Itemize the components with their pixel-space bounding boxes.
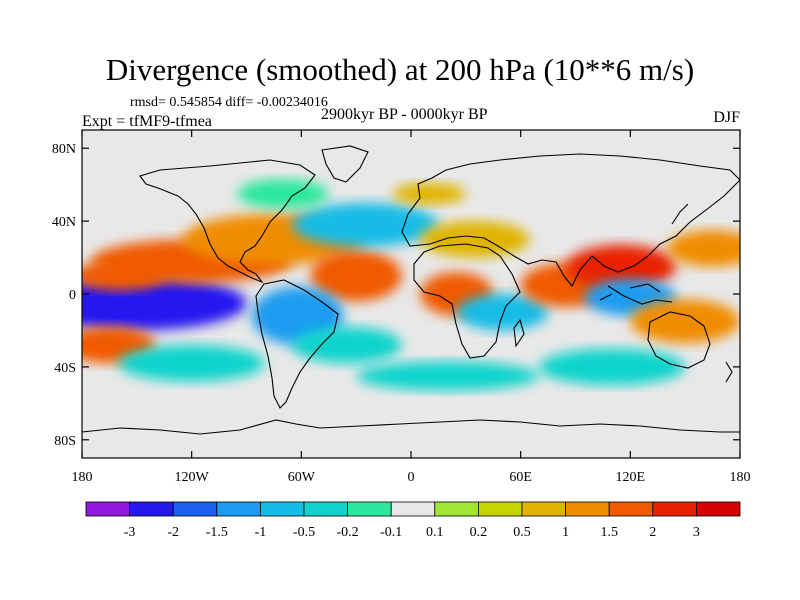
colorbar-swatch-7 xyxy=(390,501,436,517)
coast-eurasia xyxy=(401,153,740,288)
time-period-label: 2900kyr BP - 0000kyr BP xyxy=(321,106,488,123)
lon-label-3: 0 xyxy=(408,470,415,485)
colorbar-swatch-3 xyxy=(216,501,261,517)
divergence-feature-11 xyxy=(456,294,549,331)
divergence-feature-9 xyxy=(292,202,439,247)
colorbar-label-8: 0.2 xyxy=(470,525,488,540)
map-axes: 80N 40N 0 40S 80S 180 120W 60W 0 60E 120E 180 xyxy=(52,130,751,485)
coast-greenland xyxy=(321,145,369,183)
divergence-feature-16 xyxy=(666,230,740,267)
coast-new-zealand xyxy=(725,361,733,383)
lat-label-2: 0 xyxy=(69,288,76,303)
plot-title: Divergence (smoothed) at 200 hPa (10**6 … xyxy=(105,52,695,87)
colorbar-swatch-4 xyxy=(259,501,305,517)
colorbar-swatch-12 xyxy=(608,501,654,517)
lat-label-3: 40S xyxy=(54,361,76,376)
coast-indonesia xyxy=(599,283,673,305)
colorbar-label-3: -1 xyxy=(255,525,267,540)
colorbar-label-10: 1 xyxy=(562,525,569,540)
colorbar-label-12: 2 xyxy=(649,525,656,540)
lat-label-0: 80N xyxy=(52,142,76,157)
season-label: DJF xyxy=(713,109,740,126)
colorbar-swatch-10 xyxy=(521,501,566,517)
divergence-feature-19 xyxy=(538,348,686,386)
colorbar-label-5: -0.2 xyxy=(337,525,359,540)
divergence-feature-17 xyxy=(420,221,530,258)
divergence-feature-15 xyxy=(630,299,740,344)
colorbar-swatch-1 xyxy=(129,501,174,517)
lat-label-4: 80S xyxy=(54,434,76,449)
colorbar-swatch-5 xyxy=(303,501,348,517)
divergence-feature-8 xyxy=(118,345,265,382)
divergence-feature-18 xyxy=(356,361,539,391)
coastlines xyxy=(82,145,740,435)
colorbar-swatch-13 xyxy=(652,501,697,517)
rmsd-diff-stats: rmsd= 0.545854 diff= -0.00234016 xyxy=(130,95,328,110)
lon-label-4: 60E xyxy=(509,470,532,485)
divergence-feature-5 xyxy=(310,250,402,302)
colorbar-swatch-8 xyxy=(434,501,479,517)
colorbar-label-11: 1.5 xyxy=(600,525,618,540)
experiment-label: Expt = tfMF9-tfmea xyxy=(82,113,212,130)
coast-north-america xyxy=(139,159,316,284)
colorbar: -3 -2 -1.5 -1 -0.5 -0.2 -0.1 0.1 0.2 0.5 1 1.5 2 3 xyxy=(85,501,741,540)
colorbar-label-7: 0.1 xyxy=(426,525,444,540)
lat-label-1: 40N xyxy=(52,215,76,230)
colorbar-swatch-9 xyxy=(477,501,523,517)
colorbar-swatch-6 xyxy=(347,501,392,517)
colorbar-swatch-14 xyxy=(696,501,741,517)
coast-australia xyxy=(647,311,711,369)
colorbar-label-2: -1.5 xyxy=(206,525,228,540)
lon-label-1: 120W xyxy=(175,470,210,485)
coast-japan xyxy=(671,203,689,225)
divergence-feature-21 xyxy=(392,182,466,205)
colorbar-swatch-0 xyxy=(85,501,130,517)
coast-africa xyxy=(413,243,521,359)
lon-label-6: 180 xyxy=(730,470,751,485)
colorbar-swatch-11 xyxy=(565,501,610,517)
lon-label-2: 60W xyxy=(288,470,316,485)
lon-label-5: 120E xyxy=(616,470,646,485)
colorbar-label-6: -0.1 xyxy=(380,525,402,540)
colorbar-label-13: 3 xyxy=(693,525,700,540)
coast-south-america xyxy=(255,279,339,409)
coast-antarctica xyxy=(82,419,740,435)
colorbar-swatch-2 xyxy=(172,501,218,517)
divergence-feature-20 xyxy=(237,179,329,209)
colorbar-label-0: -3 xyxy=(124,525,136,540)
colorbar-label-4: -0.5 xyxy=(293,525,315,540)
colorbar-label-9: 0.5 xyxy=(513,525,531,540)
divergence-feature-7 xyxy=(292,326,402,364)
colorbar-label-1: -2 xyxy=(167,525,179,540)
coast-madagascar xyxy=(513,318,525,348)
lon-label-0: 180 xyxy=(72,470,93,485)
